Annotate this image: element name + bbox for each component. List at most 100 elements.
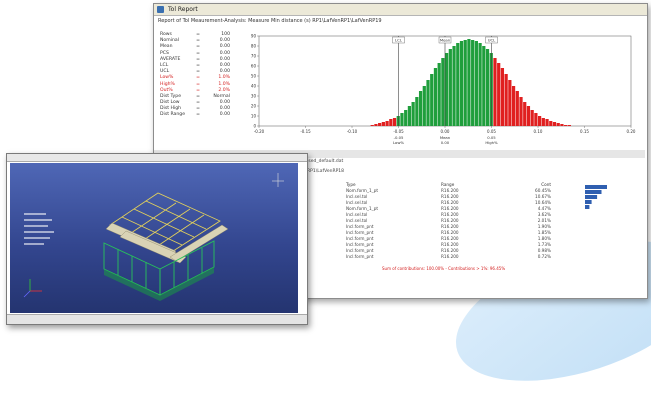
stat-row: Dist High = 0.00 bbox=[160, 106, 246, 112]
stat-row: Dist Low = 0.00 bbox=[160, 100, 246, 106]
histogram-bar bbox=[526, 106, 531, 126]
histogram-bar bbox=[556, 123, 560, 126]
window-titlebar[interactable]: Tol Report bbox=[154, 4, 647, 16]
cad-3d-viewport[interactable] bbox=[10, 163, 298, 313]
histogram-bar bbox=[511, 86, 516, 126]
stat-equals: = bbox=[196, 81, 200, 87]
histogram-bar bbox=[545, 119, 549, 126]
table-cell: Nom.form_1_pt bbox=[346, 206, 379, 211]
stat-label: Dist Range bbox=[160, 112, 186, 118]
table-cell: 2.01% bbox=[537, 218, 551, 223]
table-cell: 1.80% bbox=[537, 236, 551, 241]
stat-row: Dist Range = 0.00 bbox=[160, 112, 246, 118]
stat-equals: = bbox=[196, 69, 200, 75]
stat-row: Mean = 0.00 bbox=[160, 44, 246, 50]
stat-label: Dist Low bbox=[160, 100, 180, 106]
stat-label: LCL bbox=[160, 62, 169, 68]
histogram-bar bbox=[523, 102, 527, 126]
histogram-bar bbox=[478, 43, 482, 126]
reference-line-tag bbox=[438, 36, 452, 44]
histogram-bar bbox=[422, 86, 426, 126]
table-cell: R16.200 bbox=[441, 242, 459, 247]
stat-value: Normal bbox=[213, 93, 230, 99]
histogram-bar bbox=[404, 110, 408, 126]
histogram-bar bbox=[508, 80, 512, 126]
table-cell: R16.200 bbox=[441, 206, 459, 211]
histogram-bar bbox=[430, 74, 434, 126]
histogram-bar bbox=[463, 40, 467, 126]
table-cell: 4.47% bbox=[537, 206, 551, 211]
histogram-bar bbox=[519, 97, 523, 126]
cad-menubar[interactable] bbox=[7, 154, 307, 162]
cad-window bbox=[6, 153, 308, 325]
spec-tree[interactable] bbox=[24, 213, 54, 249]
histogram-bar bbox=[407, 106, 412, 126]
table-cell: 10.64% bbox=[535, 200, 551, 205]
table-cell: 1.85% bbox=[537, 230, 551, 235]
table-cell: Incl.form_pnt bbox=[346, 230, 374, 235]
stat-value: 0.00 bbox=[219, 44, 230, 50]
histogram-bar bbox=[400, 113, 404, 126]
table-cell: Incl.sel.tol bbox=[346, 200, 368, 205]
section-divider bbox=[154, 150, 645, 158]
histogram-bar bbox=[456, 43, 460, 126]
stat-label: AVERATE bbox=[160, 56, 181, 62]
stat-equals: = bbox=[196, 62, 200, 68]
x-tick-label: -0.20 bbox=[254, 129, 265, 134]
stat-equals: = bbox=[196, 56, 200, 62]
histogram-bar bbox=[560, 124, 564, 126]
histogram-bar bbox=[441, 58, 445, 126]
stat-value: 2.0% bbox=[218, 87, 230, 93]
window-title: Tol Report bbox=[168, 6, 198, 13]
reference-line-tag bbox=[485, 36, 498, 44]
stat-value: 1.0% bbox=[218, 81, 230, 87]
cad-assembly-model bbox=[23, 173, 284, 301]
stat-row: High% = 1.0% bbox=[160, 82, 246, 88]
histogram-bar bbox=[370, 125, 374, 126]
y-tick-label: 30 bbox=[251, 94, 257, 99]
y-tick-label: 40 bbox=[251, 84, 257, 89]
header-range: Range bbox=[441, 182, 455, 187]
stat-equals: = bbox=[196, 50, 200, 56]
contributor-table: Part Type Range Cont LafVenRP1Nom.form_1… bbox=[284, 182, 594, 260]
histogram-bar bbox=[459, 41, 464, 126]
cad-status-bar bbox=[7, 314, 307, 324]
stat-label: PCS bbox=[160, 50, 169, 56]
stat-label: Mean bbox=[160, 44, 173, 50]
histogram-bar bbox=[474, 41, 478, 126]
table-cell: Incl.form_pnt bbox=[346, 248, 374, 253]
stat-label: Rows bbox=[160, 32, 172, 37]
contribution-mini-chart bbox=[585, 185, 607, 209]
stat-value: 0.00 bbox=[219, 100, 230, 106]
table-cell: 60.45% bbox=[535, 188, 551, 193]
stat-row: Out% = 2.0% bbox=[160, 88, 246, 94]
table-cell: R16.200 bbox=[441, 248, 459, 253]
table-cell: Incl.form_pnt bbox=[346, 254, 374, 259]
histogram-bar bbox=[445, 53, 449, 126]
stat-label: Out% bbox=[160, 87, 173, 93]
table-cell: Incl.form_pnt bbox=[346, 236, 374, 241]
histogram-bar bbox=[378, 123, 382, 126]
table-cell: 0.98% bbox=[537, 248, 551, 253]
stat-row: Rows = 100 bbox=[160, 32, 246, 38]
histogram-bar bbox=[389, 119, 393, 126]
stat-label: High% bbox=[160, 81, 175, 87]
histogram-bar bbox=[534, 113, 538, 126]
histogram-bar bbox=[515, 91, 519, 126]
reference-line-label: UCL bbox=[488, 38, 496, 43]
x-tick-label: -0.10 bbox=[347, 129, 358, 134]
x-tick-label: 0.10 bbox=[534, 129, 543, 134]
table-cell: 1.73% bbox=[537, 242, 551, 247]
table-cell: Nom.form_1_pt bbox=[346, 188, 379, 193]
x-tick-label: -0.05 bbox=[393, 129, 404, 134]
mini-bar bbox=[585, 205, 590, 209]
x-tick-label: -0.15 bbox=[300, 129, 311, 134]
table-cell: Incl.form_pnt bbox=[346, 242, 374, 247]
table-cell: Incl.sel.tol bbox=[346, 212, 368, 217]
histogram-bar bbox=[452, 46, 456, 126]
histogram-bar bbox=[500, 68, 505, 126]
limit-annotation: 0.05 bbox=[487, 135, 496, 140]
histogram-bar bbox=[433, 68, 438, 126]
stat-equals: = bbox=[196, 100, 200, 106]
